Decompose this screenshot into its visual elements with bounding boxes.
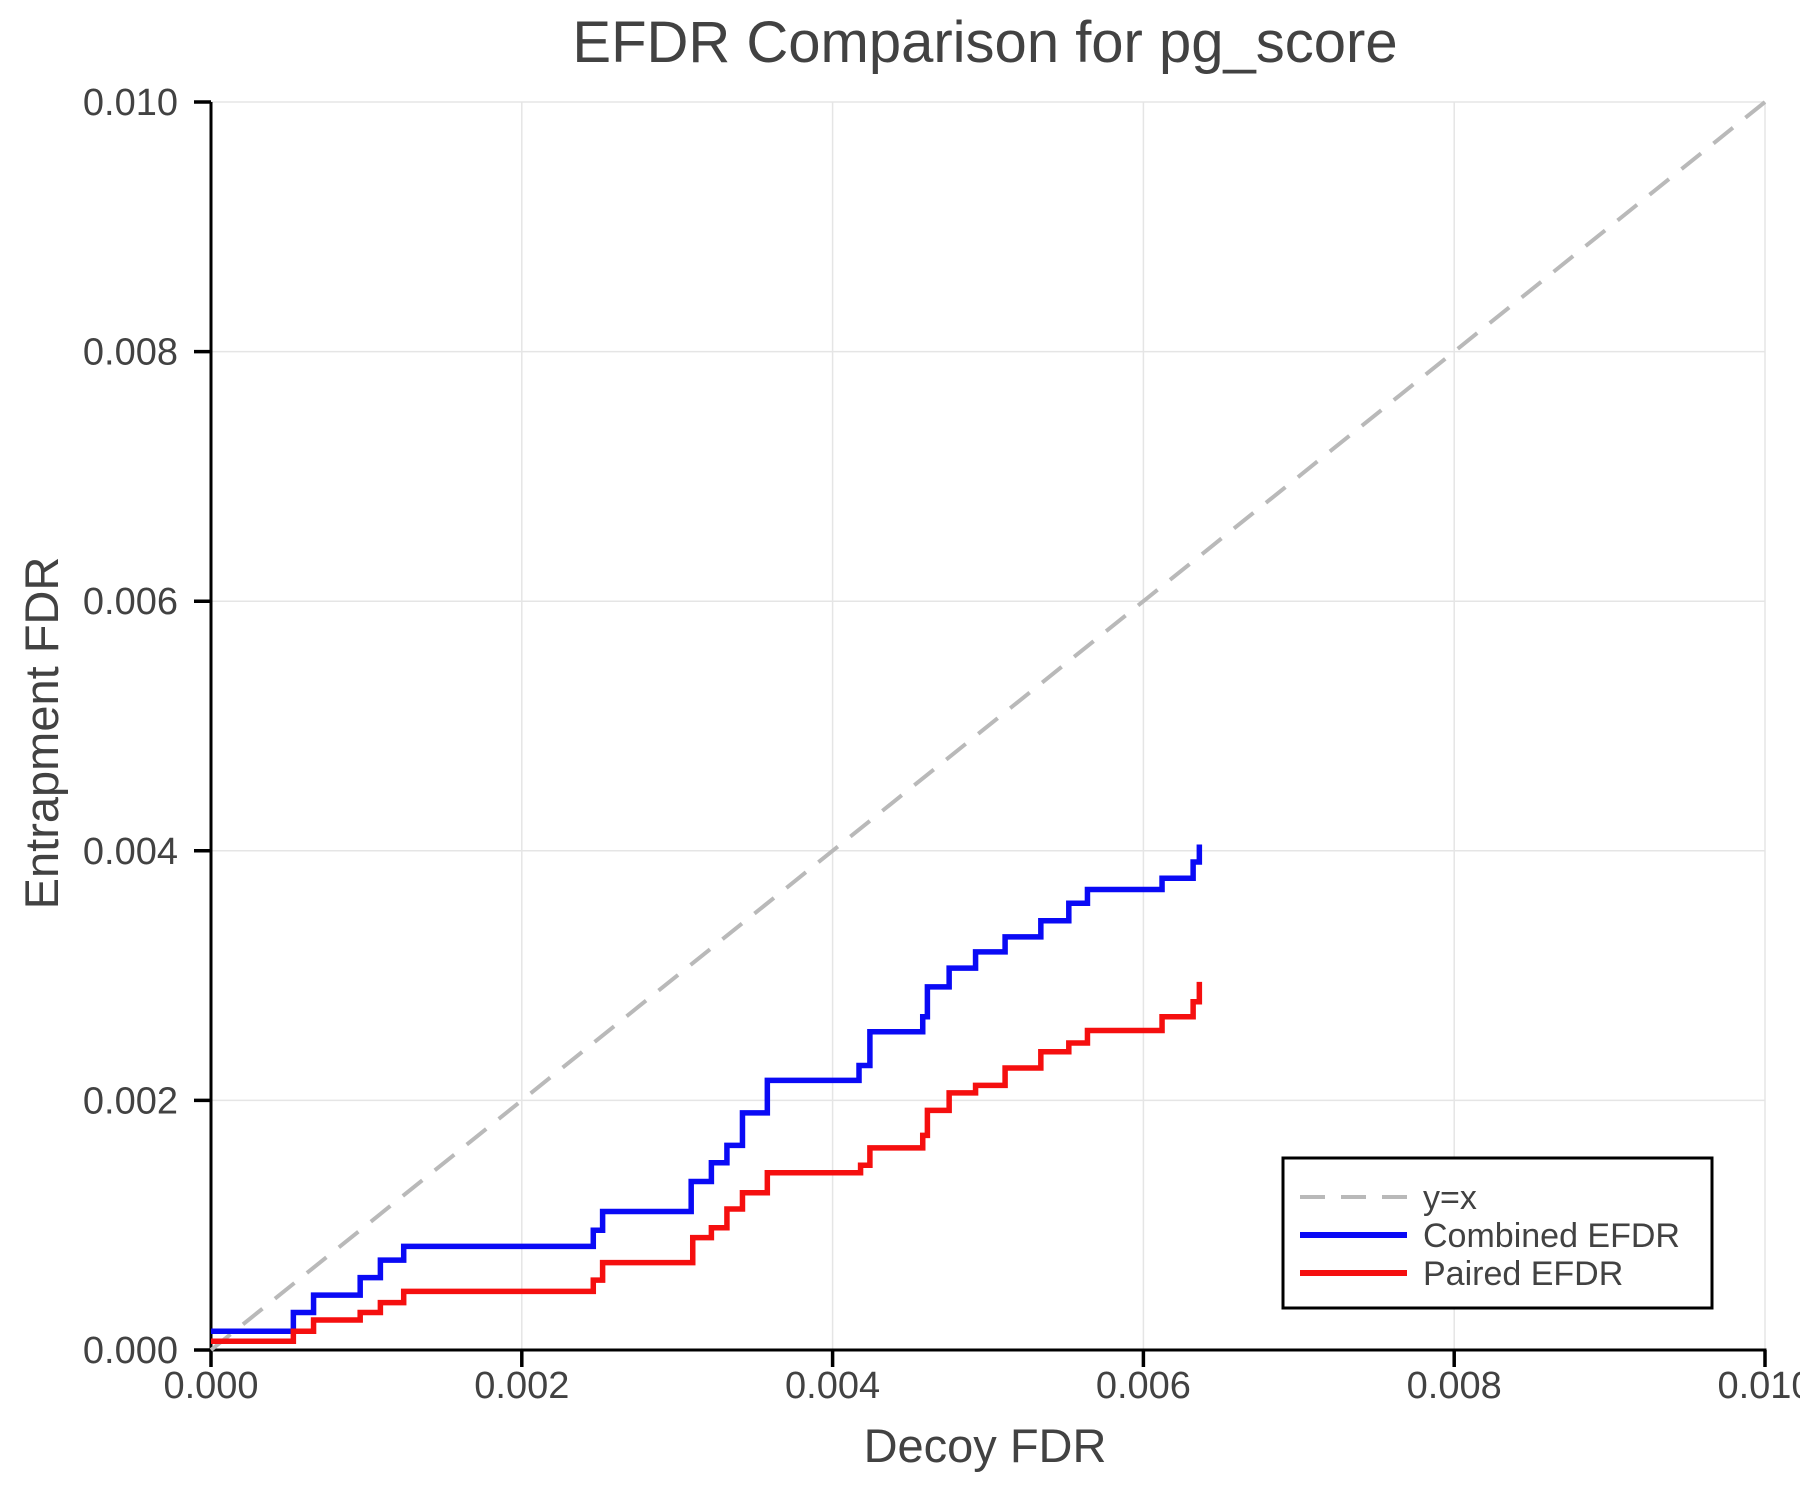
x-tick-label: 0.008 — [1407, 1365, 1502, 1407]
y-tick-label: 0.002 — [83, 1080, 178, 1122]
series-line-paired-efdr — [211, 981, 1203, 1345]
axis-tick-labels: 0.000 0.002 0.004 0.006 0.008 0.010 0.000 0.002… — [83, 82, 1800, 1407]
y-tick-label: 0.006 — [83, 581, 178, 623]
legend-label-3: Paired EFDR — [1423, 1255, 1623, 1293]
y-tick-label: 0.004 — [83, 831, 178, 873]
series-line-combined-efdr — [211, 844, 1203, 1335]
y-tick-label: 0.010 — [83, 82, 178, 124]
x-tick-label: 0.002 — [474, 1365, 569, 1407]
axis-ticks — [194, 100, 1767, 1367]
legend-label-1: y=x — [1423, 1179, 1477, 1217]
x-tick-label: 0.006 — [1096, 1365, 1191, 1407]
chart-title: EFDR Comparison for pg_score — [572, 10, 1397, 75]
y-axis-label: Entrapment FDR — [15, 557, 68, 910]
x-tick-label: 0.004 — [785, 1365, 880, 1407]
series-line-y-x — [209, 100, 1767, 1352]
series-lines — [209, 100, 1767, 1352]
y-tick-label: 0.000 — [83, 1330, 178, 1372]
x-tick-label: 0.000 — [163, 1365, 258, 1407]
x-axis-label: Decoy FDR — [864, 1419, 1107, 1472]
y-tick-label: 0.008 — [83, 332, 178, 374]
legend-label-2: Combined EFDR — [1423, 1217, 1680, 1255]
x-tick-label: 0.010 — [1717, 1365, 1800, 1407]
